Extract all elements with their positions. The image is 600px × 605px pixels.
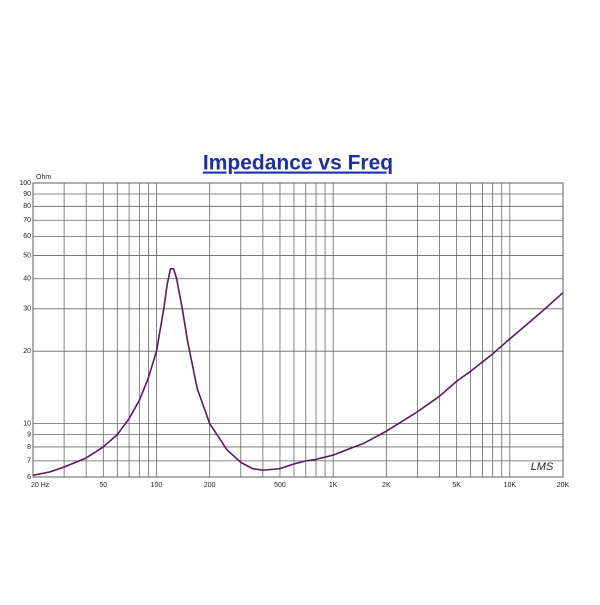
plot-frame	[32, 182, 564, 478]
x-tick-label: 20K	[557, 482, 570, 489]
x-tick-label: 20 Hz	[31, 482, 50, 489]
impedance-line	[32, 267, 564, 477]
y-tick-label: 30	[23, 306, 31, 313]
x-tick-label: 500	[274, 482, 286, 489]
x-tick-label: 200	[204, 482, 216, 489]
y-tick-label: 80	[23, 203, 31, 210]
y-tick-label: 40	[23, 276, 31, 283]
x-tick-label: 5K	[452, 482, 461, 489]
y-tick-label: 70	[23, 217, 31, 224]
y-tick-label: 6	[27, 474, 31, 481]
x-tick-label: 2K	[382, 482, 391, 489]
y-tick-label: 100	[19, 180, 31, 187]
y-tick-label: 8	[27, 444, 31, 451]
y-unit: Ohm	[36, 174, 51, 181]
chart-title: Impedance vs Freq	[203, 152, 393, 175]
x-tick-label: 1K	[329, 482, 338, 489]
x-tick-label: 100	[151, 482, 163, 489]
y-tick-label: 50	[23, 252, 31, 259]
y-tick-label: 7	[27, 458, 31, 465]
y-tick-label: 60	[23, 233, 31, 240]
y-tick-label: 90	[23, 191, 31, 198]
y-tick-label: 9	[27, 431, 31, 438]
y-tick-label: 10	[23, 420, 31, 427]
y-tick-label: 20	[23, 348, 31, 355]
annotation: LMS	[531, 461, 554, 473]
x-tick-label: 50	[99, 482, 107, 489]
x-tick-label: 10K	[504, 482, 517, 489]
